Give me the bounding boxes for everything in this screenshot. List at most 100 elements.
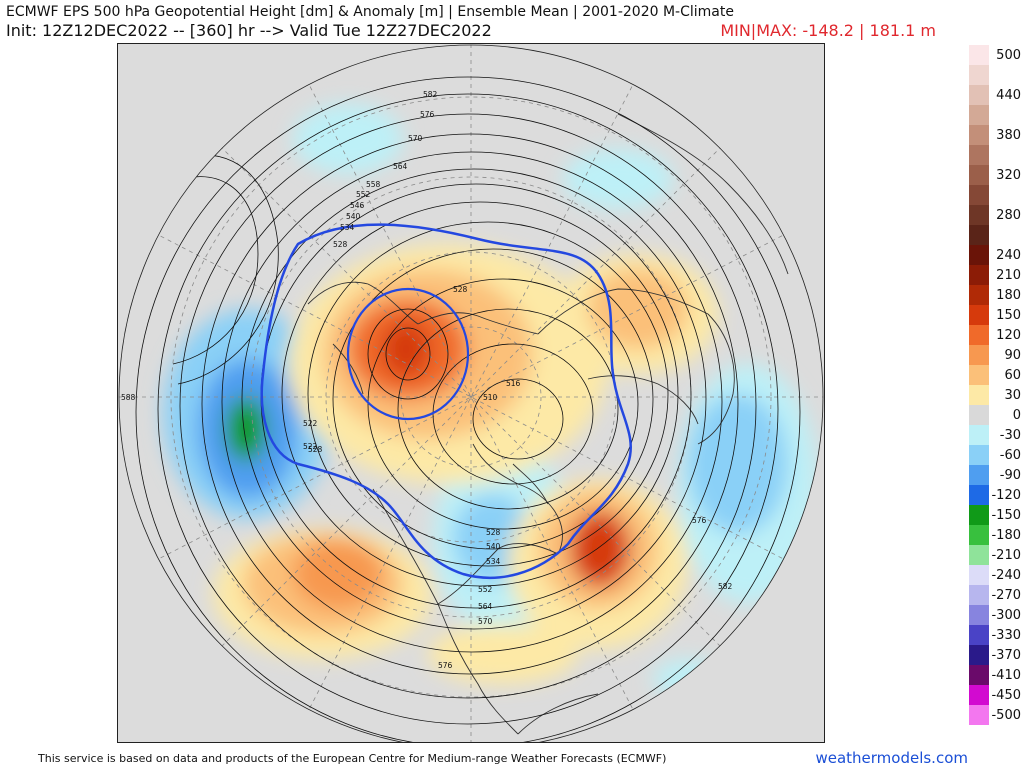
contour-label: 588	[121, 393, 136, 402]
positive-anomaly-scandinavia-core	[588, 269, 688, 349]
colorbar-swatch	[969, 225, 989, 245]
colorbar-swatch	[969, 285, 989, 305]
colorbar-swatch	[969, 245, 989, 265]
colorbar-label: 320	[996, 168, 1021, 183]
colorbar-swatch	[969, 105, 989, 125]
colorbar-swatch	[969, 185, 989, 205]
colorbar-swatch	[969, 485, 989, 505]
colorbar-label: -330	[991, 628, 1021, 643]
colorbar-swatch	[969, 445, 989, 465]
contour-label: 546	[350, 201, 365, 210]
contour-label: 540	[486, 542, 501, 551]
contour-label: 540	[346, 212, 361, 221]
colorbar-label: 440	[996, 88, 1021, 103]
contour-labels: 582 576 570 564 558 552 546 540 534 528 …	[121, 90, 733, 670]
colorbar-swatch	[969, 425, 989, 445]
colorbar-label: 210	[996, 268, 1021, 283]
map-canvas: 582 576 570 564 558 552 546 540 534 528 …	[118, 44, 824, 742]
positive-anomaly-east-pacific-core	[293, 539, 383, 609]
colorbar-label: -410	[991, 668, 1021, 683]
contour-label: 570	[478, 617, 493, 626]
colorbar-swatch	[969, 625, 989, 645]
contour-label: 576	[692, 516, 707, 525]
colorbar-swatch	[969, 465, 989, 485]
colorbar-label: -120	[991, 488, 1021, 503]
colorbar-swatch	[969, 585, 989, 605]
colorbar-label: -150	[991, 508, 1021, 523]
contour-label: 564	[478, 602, 493, 611]
colorbar-swatch	[969, 505, 989, 525]
positive-anomaly-atlantic-core	[570, 511, 630, 587]
contour-label: 564	[393, 162, 408, 171]
contour-label: 576	[438, 661, 453, 670]
contour-label: 558	[366, 180, 381, 189]
colorbar-swatch	[969, 145, 989, 165]
colorbar-swatch	[969, 45, 989, 65]
contour-label: 528	[308, 445, 323, 454]
colorbar-label: 150	[996, 308, 1021, 323]
colorbar-swatch	[969, 305, 989, 325]
colorbar-label: 380	[996, 128, 1021, 143]
colorbar-label: 240	[996, 248, 1021, 263]
contour-label: 528	[333, 240, 348, 249]
colorbar-label: -30	[999, 428, 1021, 443]
colorbar-swatch	[969, 65, 989, 85]
contour-label: 516	[506, 379, 521, 388]
colorbar-label: -270	[991, 588, 1021, 603]
polar-map: 582 576 570 564 558 552 546 540 534 528 …	[117, 43, 825, 743]
colorbar-label: -90	[999, 468, 1021, 483]
colorbar-swatch	[969, 525, 989, 545]
ecmwf-credit: This service is based on data and produc…	[38, 752, 667, 765]
colorbar-swatch	[969, 645, 989, 665]
anomaly-colorbar: 500 440 380 320 280 240 210 180 150 120 90 60 30 0 -30…	[969, 45, 1021, 725]
colorbar-label: 180	[996, 288, 1021, 303]
colorbar-label: -240	[991, 568, 1021, 583]
colorbar-label: 0	[1012, 408, 1021, 423]
contour-label: 570	[408, 134, 423, 143]
colorbar-label: -500	[991, 708, 1021, 723]
colorbar-swatch	[969, 685, 989, 705]
colorbar-swatch	[969, 365, 989, 385]
negative-anomaly-pacific-peak	[226, 397, 266, 461]
coastlines	[307, 113, 789, 735]
colorbar-swatch	[969, 545, 989, 565]
colorbar-label: 60	[1004, 368, 1021, 383]
contour-label: 528	[486, 528, 501, 537]
colorbar-label: 120	[996, 328, 1021, 343]
contour-label: 552	[356, 190, 371, 199]
colorbar-swatch	[969, 345, 989, 365]
contour-label: 582	[423, 90, 438, 99]
colorbar-label: 90	[1004, 348, 1021, 363]
540dm-line	[260, 223, 632, 579]
colorbar-swatch	[969, 125, 989, 145]
weathermodels-brand[interactable]: weathermodels.com	[815, 749, 968, 767]
colorbar-swatch	[969, 265, 989, 285]
contour-label: 534	[340, 223, 355, 232]
contour-label: 552	[478, 585, 493, 594]
contour-label: 522	[303, 419, 318, 428]
contour-label: 582	[718, 582, 733, 591]
colorbar-label: 30	[1004, 388, 1021, 403]
colorbar-swatch	[969, 665, 989, 685]
colorbar-label: -450	[991, 688, 1021, 703]
colorbar-label: -370	[991, 648, 1021, 663]
colorbar-label: -210	[991, 548, 1021, 563]
colorbar-swatch	[969, 565, 989, 585]
valid-time-subtitle: Init: 12Z12DEC2022 -- [360] hr --> Valid…	[6, 21, 492, 40]
colorbar-swatch	[969, 205, 989, 225]
colorbar-label: 500	[996, 48, 1021, 63]
colorbar-label: -180	[991, 528, 1021, 543]
colorbar-label: 280	[996, 208, 1021, 223]
contour-label: 534	[486, 557, 501, 566]
colorbar-swatch	[969, 85, 989, 105]
colorbar-label: -60	[999, 448, 1021, 463]
negative-anomaly-asia-core	[688, 394, 788, 534]
contour-label: 522	[303, 442, 318, 451]
contour-label: 576	[420, 110, 435, 119]
colorbar-swatch	[969, 385, 989, 405]
colorbar-swatch	[969, 705, 989, 725]
contour-label: 510	[483, 393, 498, 402]
colorbar-swatch	[969, 325, 989, 345]
colorbar-swatch	[969, 405, 989, 425]
colorbar-label: -300	[991, 608, 1021, 623]
